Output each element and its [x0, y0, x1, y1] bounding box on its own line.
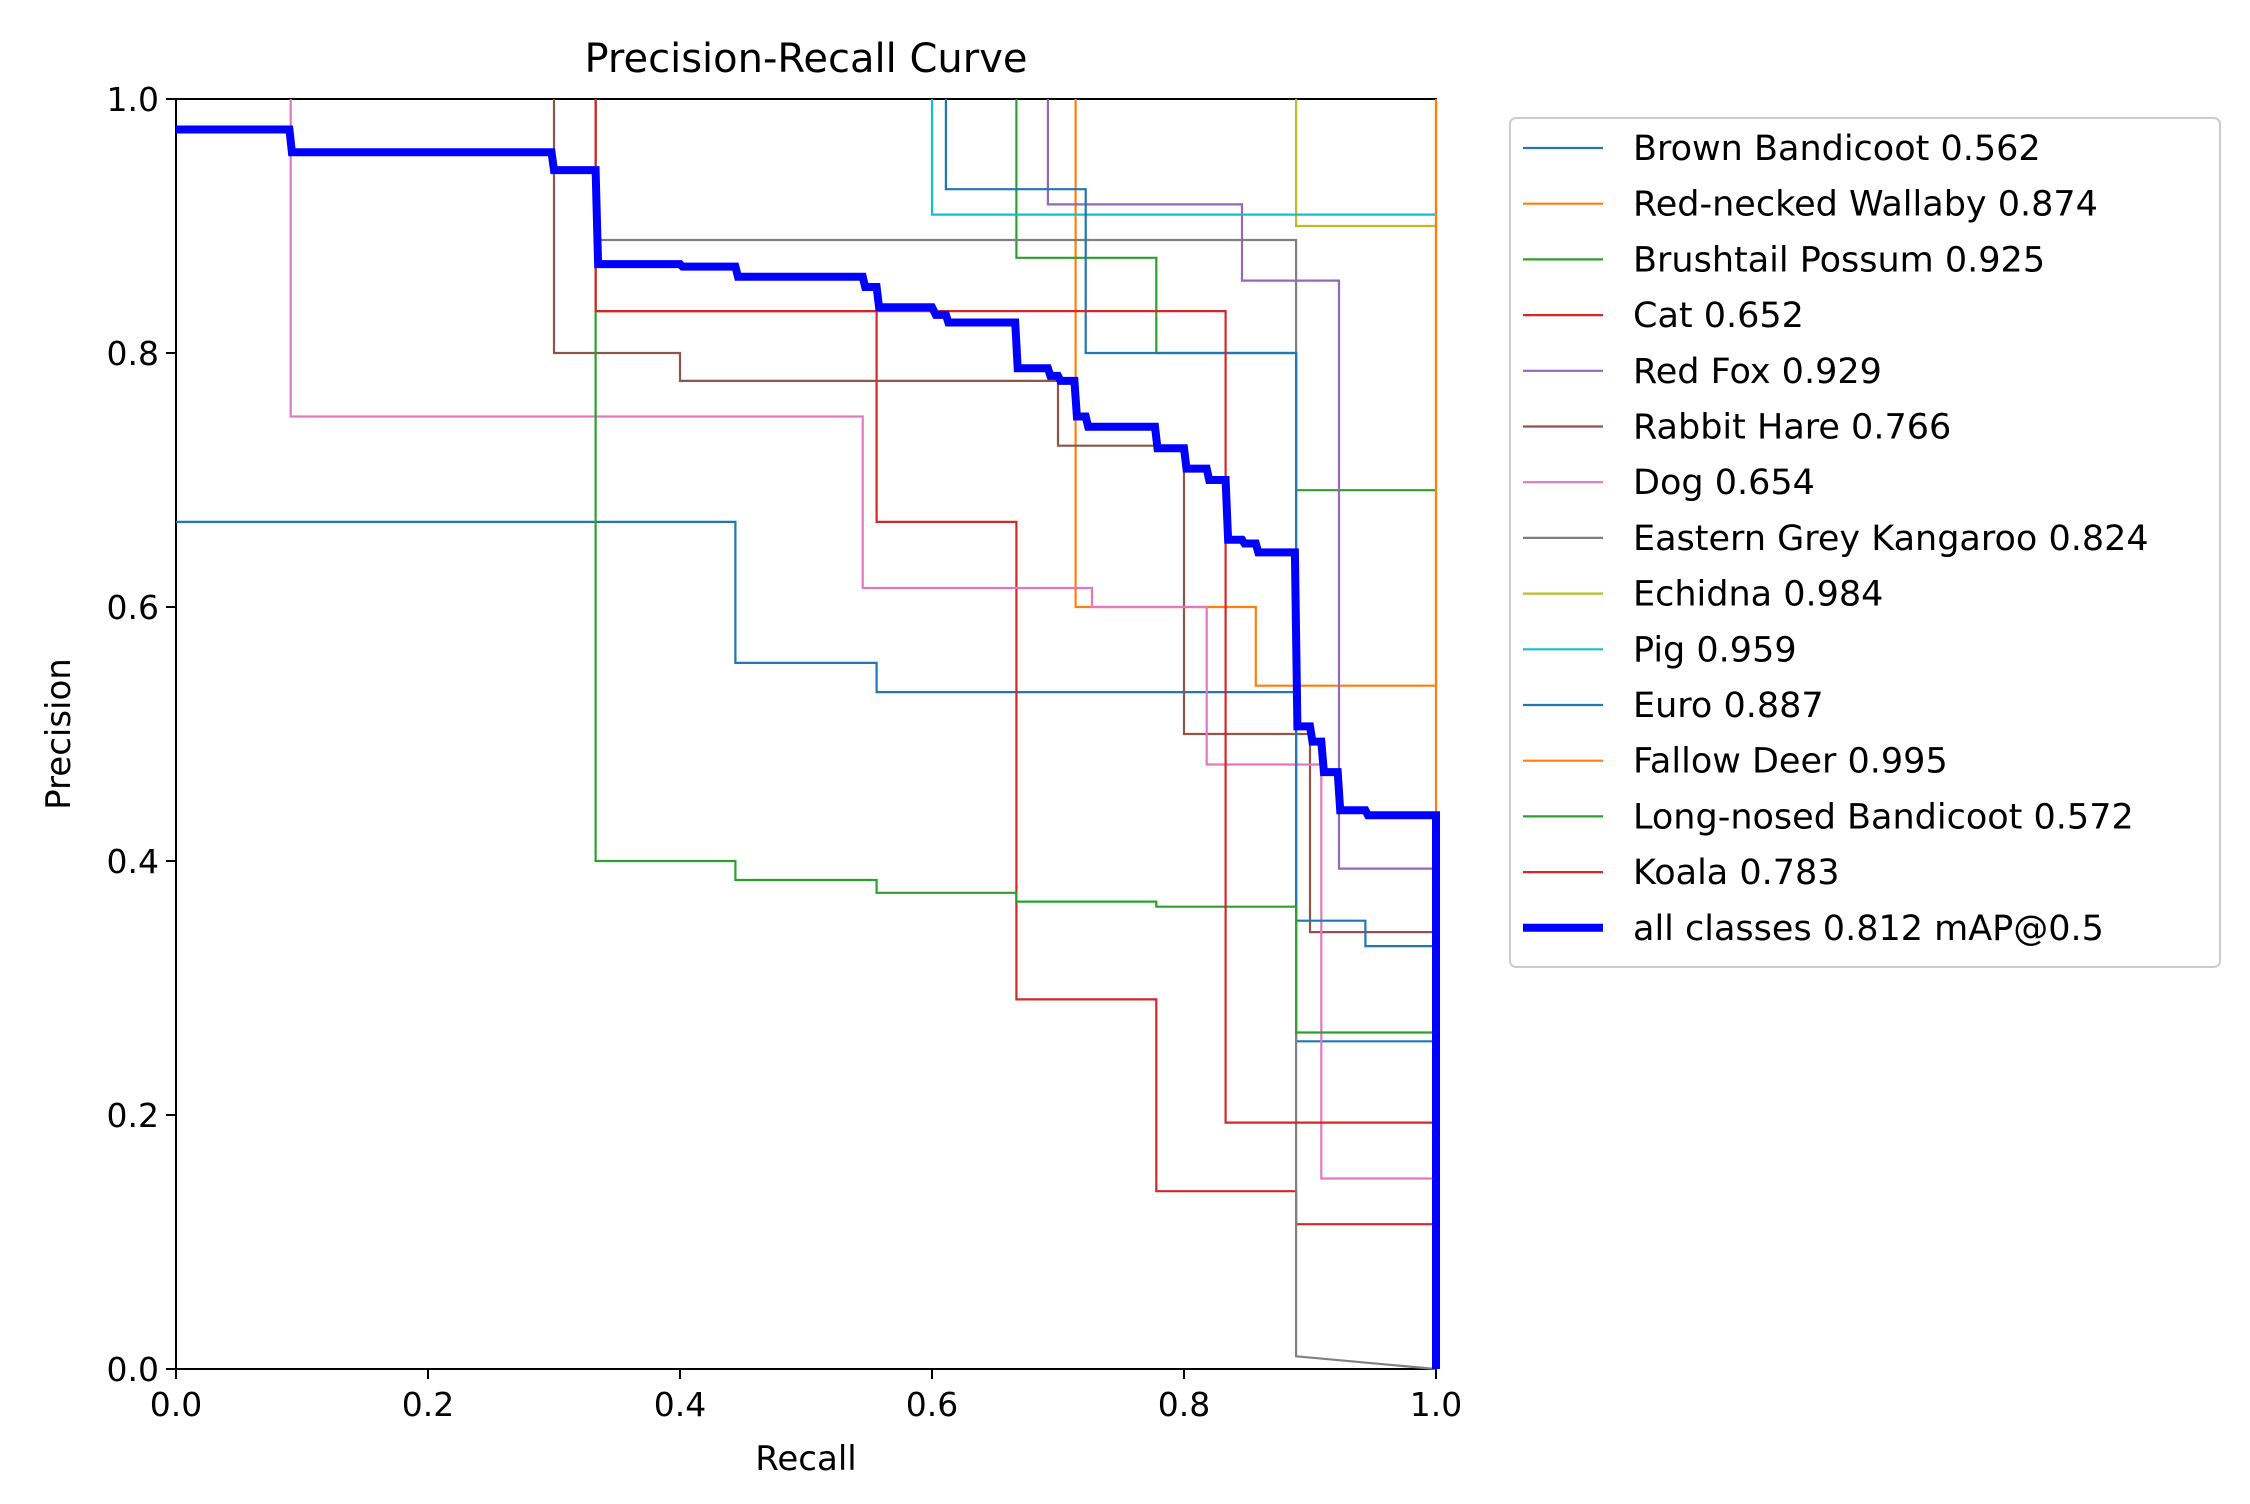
legend-label-10: Euro 0.887 [1633, 686, 1824, 726]
legend-label-14: all classes 0.812 mAP@0.5 [1633, 909, 2104, 949]
y-tick-label: 0.2 [107, 1096, 159, 1135]
legend-label-5: Rabbit Hare 0.766 [1633, 408, 1951, 448]
series-line-1 [1074, 99, 1438, 687]
legend-label-9: Pig 0.959 [1633, 630, 1797, 670]
series-layer [176, 99, 1440, 1371]
legend-label-8: Echidna 0.984 [1633, 575, 1883, 615]
x-tick-label: 0.4 [654, 1385, 706, 1424]
legend-label-3: Cat 0.652 [1633, 296, 1804, 336]
legend-label-2: Brushtail Possum 0.925 [1633, 240, 2045, 280]
series-line-12 [594, 99, 1436, 1034]
series-line-5 [552, 99, 1436, 934]
series-line-0 [176, 520, 1436, 1043]
x-axis-label: Recall [755, 1439, 856, 1479]
y-tick-label: 1.0 [107, 80, 159, 119]
x-tick-label: 1.0 [1410, 1385, 1462, 1424]
y-tick-label: 0.4 [107, 842, 159, 881]
legend-label-6: Dog 0.654 [1633, 463, 1815, 503]
legend-label-7: Eastern Grey Kangaroo 0.824 [1633, 519, 2149, 559]
legend-label-0: Brown Bandicoot 0.562 [1633, 129, 2041, 169]
x-tick-label: 0.2 [402, 1385, 454, 1424]
series-line-4 [1046, 99, 1436, 870]
chart-title: Precision-Recall Curve [585, 36, 1028, 82]
series-line-6 [289, 99, 1436, 1180]
y-axis-label: Precision [39, 658, 79, 810]
x-tick-label: 0.0 [150, 1385, 202, 1424]
x-tick-label: 0.8 [1158, 1385, 1210, 1424]
ticks-layer: 0.0 0.2 0.4 0.6 0.8 1.0 0.0 0.2 0.4 0.6 0.8 1.0 [107, 80, 1463, 1424]
series-line-10 [944, 99, 1436, 948]
legend: Brown Bandicoot 0.562 Red-necked Wallaby … [1509, 117, 2221, 968]
legend-label-13: Koala 0.783 [1633, 853, 1840, 893]
legend-items: Brown Bandicoot 0.562 Red-necked Wallaby … [1523, 129, 2149, 949]
series-line-9 [930, 99, 1436, 216]
series-line-8 [1295, 99, 1436, 228]
legend-box [1509, 117, 2221, 968]
legend-label-12: Long-nosed Bandicoot 0.572 [1633, 797, 2134, 837]
legend-label-4: Red Fox 0.929 [1633, 352, 1882, 392]
y-tick-label: 0.6 [107, 588, 159, 627]
series-line-14 [176, 125, 1440, 1369]
legend-label-1: Red-necked Wallaby 0.874 [1633, 185, 2098, 225]
y-tick-label: 0.8 [107, 334, 159, 373]
legend-label-11: Fallow Deer 0.995 [1633, 742, 1948, 782]
x-tick-label: 0.6 [906, 1385, 958, 1424]
y-tick-label: 0.0 [107, 1350, 159, 1389]
